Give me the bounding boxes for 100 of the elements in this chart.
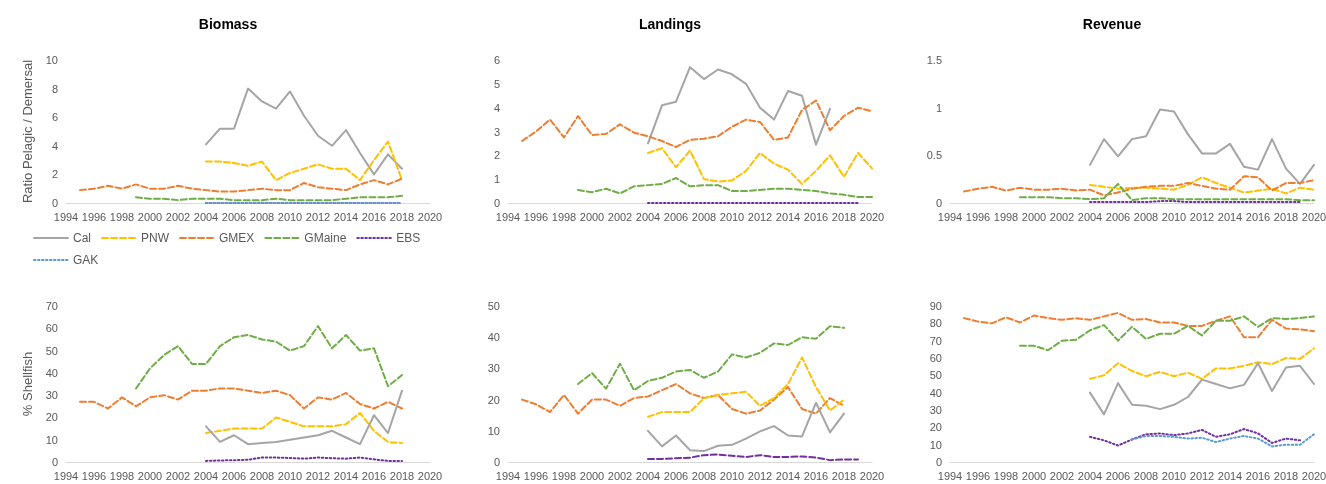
x-tick-label: 2006: [221, 469, 247, 482]
y-tick-label: 40: [487, 331, 500, 344]
x-tick-label: 2006: [1105, 210, 1131, 223]
x-tick-label: 1994: [937, 469, 963, 482]
x-tick-label: 2002: [607, 210, 633, 223]
x-tick-label: 2004: [1077, 210, 1103, 223]
legend-label: GAK: [73, 253, 99, 267]
y-tick-label: 0: [493, 197, 500, 209]
x-tick-label: 2012: [747, 210, 773, 223]
x-tick-label: 1998: [109, 469, 135, 482]
y-tick-label: 4: [493, 101, 500, 114]
x-tick-label: 1994: [53, 469, 79, 482]
x-tick-label: 2000: [137, 210, 163, 223]
y-tick-label: 50: [487, 300, 500, 312]
x-tick-label: 2002: [1049, 469, 1075, 482]
x-tick-label: 2008: [1133, 469, 1159, 482]
y-tick-label: 0: [493, 456, 500, 468]
x-tick-label: 2020: [417, 210, 443, 223]
y-tick-label: 70: [45, 300, 58, 312]
y-tick-label: 50: [929, 369, 942, 382]
x-tick-label: 1994: [495, 469, 521, 482]
x-tick-label: 2002: [607, 469, 633, 482]
x-tick-label: 2014: [1217, 469, 1243, 482]
y-tick-label: 30: [45, 389, 58, 402]
y-tick-label: 30: [929, 404, 942, 416]
legend-label: PNW: [141, 231, 170, 245]
x-tick-label: 2010: [1161, 469, 1187, 482]
x-tick-label: 1996: [523, 210, 549, 223]
x-tick-label: 2012: [305, 210, 331, 223]
y-tick-label: 30: [487, 362, 500, 375]
y-tick-label: 60: [45, 322, 58, 335]
y-tick-label: 2: [51, 168, 58, 181]
y-tick-label: 6: [51, 111, 58, 124]
x-tick-label: 2018: [389, 210, 415, 223]
x-tick-label: 2010: [1161, 210, 1187, 223]
x-tick-label: 2018: [831, 210, 857, 223]
y-tick-label: 0: [51, 197, 58, 209]
y-tick-label: 20: [45, 411, 58, 424]
y-tick-label: 40: [929, 386, 942, 399]
x-tick-label: 2016: [361, 469, 387, 482]
x-tick-label: 2008: [249, 210, 275, 223]
y-tick-label: 80: [929, 317, 942, 330]
legend-label: EBS: [396, 231, 421, 245]
x-tick-label: 2010: [719, 210, 745, 223]
y-tick-label: 1: [935, 101, 942, 114]
y-tick-label: 10: [929, 438, 942, 451]
x-tick-label: 2008: [1133, 210, 1159, 223]
x-tick-label: 1996: [523, 469, 549, 482]
x-tick-label: 2004: [193, 210, 219, 223]
y-tick-label: 10: [45, 433, 58, 446]
x-tick-label: 2004: [193, 469, 219, 482]
x-tick-label: 2006: [663, 210, 689, 223]
y-tick-label: 0.5: [926, 149, 942, 162]
x-tick-label: 2004: [635, 469, 661, 482]
y-axis-title: Ratio Pelagic / Demersal: [20, 59, 35, 204]
x-tick-label: 2008: [691, 469, 717, 482]
x-tick-label: 2012: [1189, 469, 1215, 482]
x-tick-label: 1998: [993, 210, 1019, 223]
x-tick-label: 1994: [495, 210, 521, 223]
y-tick-label: 20: [929, 421, 942, 434]
x-tick-label: 2010: [277, 469, 303, 482]
x-tick-label: 2006: [221, 210, 247, 223]
x-tick-label: 2018: [831, 469, 857, 482]
x-tick-label: 1998: [551, 469, 577, 482]
x-tick-label: 1996: [965, 469, 991, 482]
x-tick-label: 2012: [747, 469, 773, 482]
y-tick-label: 40: [45, 366, 58, 379]
x-tick-label: 2020: [1301, 469, 1326, 482]
x-tick-label: 2014: [333, 469, 359, 482]
x-tick-label: 2008: [249, 469, 275, 482]
x-tick-label: 2010: [719, 469, 745, 482]
x-tick-label: 2014: [775, 210, 801, 223]
x-tick-label: 2020: [417, 469, 443, 482]
x-tick-label: 2008: [691, 210, 717, 223]
y-tick-label: 0: [935, 456, 942, 468]
x-tick-label: 2018: [389, 469, 415, 482]
x-tick-label: 2004: [1077, 469, 1103, 482]
x-tick-label: 2016: [1245, 210, 1271, 223]
x-tick-label: 2012: [305, 469, 331, 482]
x-tick-label: 1996: [965, 210, 991, 223]
x-tick-label: 2010: [277, 210, 303, 223]
x-tick-label: 2002: [165, 469, 191, 482]
y-tick-label: 6: [493, 54, 500, 66]
x-tick-label: 2004: [635, 210, 661, 223]
x-tick-label: 1998: [993, 469, 1019, 482]
x-tick-label: 1994: [937, 210, 963, 223]
y-tick-label: 50: [45, 344, 58, 357]
x-tick-label: 2020: [859, 210, 885, 223]
y-tick-label: 1.5: [926, 54, 942, 66]
x-tick-label: 2002: [165, 210, 191, 223]
y-tick-label: 0: [935, 197, 942, 209]
y-tick-label: 5: [493, 77, 500, 90]
y-tick-label: 10: [45, 54, 58, 66]
x-tick-label: 2000: [579, 469, 605, 482]
y-tick-label: 70: [929, 334, 942, 347]
x-tick-label: 1996: [81, 469, 107, 482]
chart-title: Landings: [638, 16, 702, 32]
y-tick-label: 60: [929, 352, 942, 364]
y-tick-label: 1: [493, 173, 500, 186]
y-tick-label: 8: [51, 82, 58, 95]
